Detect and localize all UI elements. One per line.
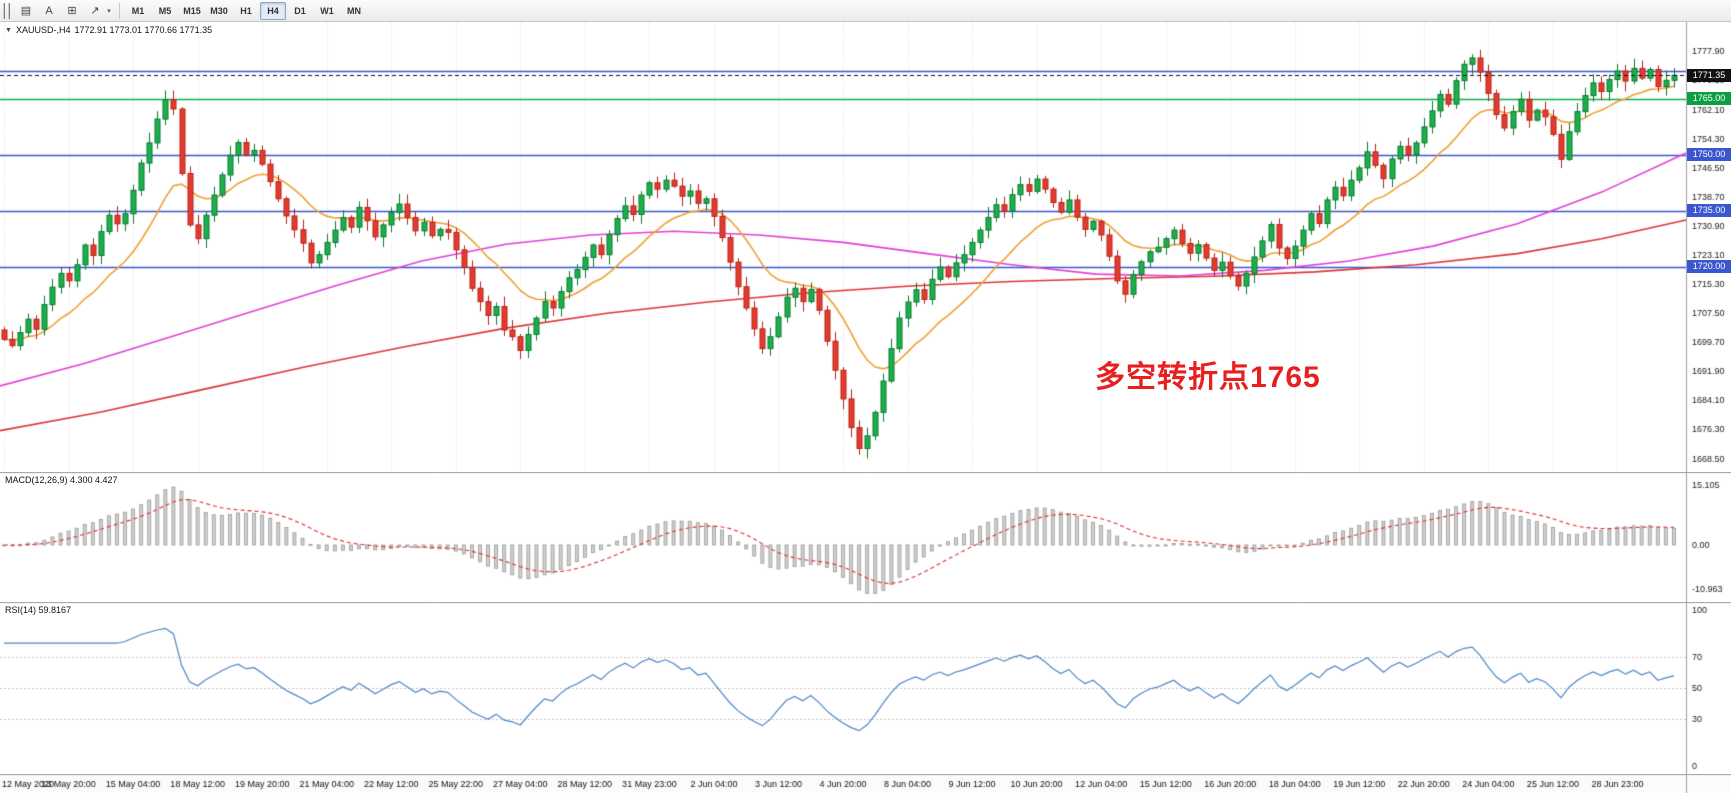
time-axis-canvas[interactable] (0, 774, 1731, 793)
toolbar: ▤ A ⊞ ↗ ▾ M1 M5 M15 M30 H1 H4 D1 W1 MN (0, 0, 1731, 22)
macd-panel: MACD(12,26,9) 4.300 4.427 (0, 472, 1731, 602)
ohlc-values: 1772.91 1773.01 1770.66 1771.35 (74, 25, 213, 35)
text-label-button[interactable]: A (38, 2, 60, 20)
price-chart-panel: ▼ XAUUSD-,H4 1772.91 1773.01 1770.66 177… (0, 22, 1731, 472)
blue-level-badge-1735: 1735.00 (1687, 204, 1731, 218)
blue-level-badge-1720: 1720.00 (1687, 260, 1731, 274)
toolbar-separator (119, 2, 120, 19)
macd-label: MACD(12,26,9) 4.300 4.427 (5, 475, 118, 485)
symbol-label: XAUUSD-,H4 (15, 25, 71, 35)
chevron-down-icon: ▾ (107, 7, 111, 15)
line-studies-button[interactable]: ↗ (84, 2, 106, 20)
green-level-badge: 1765.00 (1687, 92, 1731, 106)
timeframe-h1-button[interactable]: H1 (233, 2, 259, 20)
chart-title: ▼ XAUUSD-,H4 1772.91 1773.01 1770.66 177… (5, 25, 212, 35)
object-frame-icon: ⊞ (67, 5, 77, 17)
timeframe-m5-button[interactable]: M5 (152, 2, 178, 20)
line-studies-icon: ↗ (90, 5, 100, 17)
blue-level-badge-1750: 1750.00 (1687, 148, 1731, 162)
timeframe-d1-button[interactable]: D1 (287, 2, 313, 20)
chevron-down-icon[interactable]: ▼ (5, 26, 12, 34)
chart-annotation: 多空转折点1765 (1095, 361, 1321, 394)
price-chart-canvas[interactable] (0, 22, 1731, 472)
line-studies-dropdown[interactable]: ▾ (104, 2, 114, 20)
chart-list-icon: ▤ (20, 5, 32, 17)
chart-list-button[interactable]: ▤ (15, 2, 37, 20)
timeframe-mn-button[interactable]: MN (341, 2, 367, 20)
macd-canvas[interactable] (0, 472, 1731, 602)
text-label-icon: A (45, 4, 53, 17)
timeframe-m30-button[interactable]: M30 (206, 2, 232, 20)
timeframe-m15-button[interactable]: M15 (179, 2, 205, 20)
current-price-badge: 1771.35 (1687, 68, 1731, 82)
time-axis (0, 774, 1731, 793)
object-frame-button[interactable]: ⊞ (61, 2, 83, 20)
rsi-label: RSI(14) 59.8167 (5, 605, 72, 615)
timeframe-m1-button[interactable]: M1 (125, 2, 151, 20)
rsi-canvas[interactable] (0, 602, 1731, 774)
timeframe-h4-button[interactable]: H4 (260, 1, 286, 20)
timeframe-w1-button[interactable]: W1 (314, 2, 340, 20)
toolbar-grip[interactable] (3, 2, 10, 19)
rsi-panel: RSI(14) 59.8167 (0, 602, 1731, 774)
